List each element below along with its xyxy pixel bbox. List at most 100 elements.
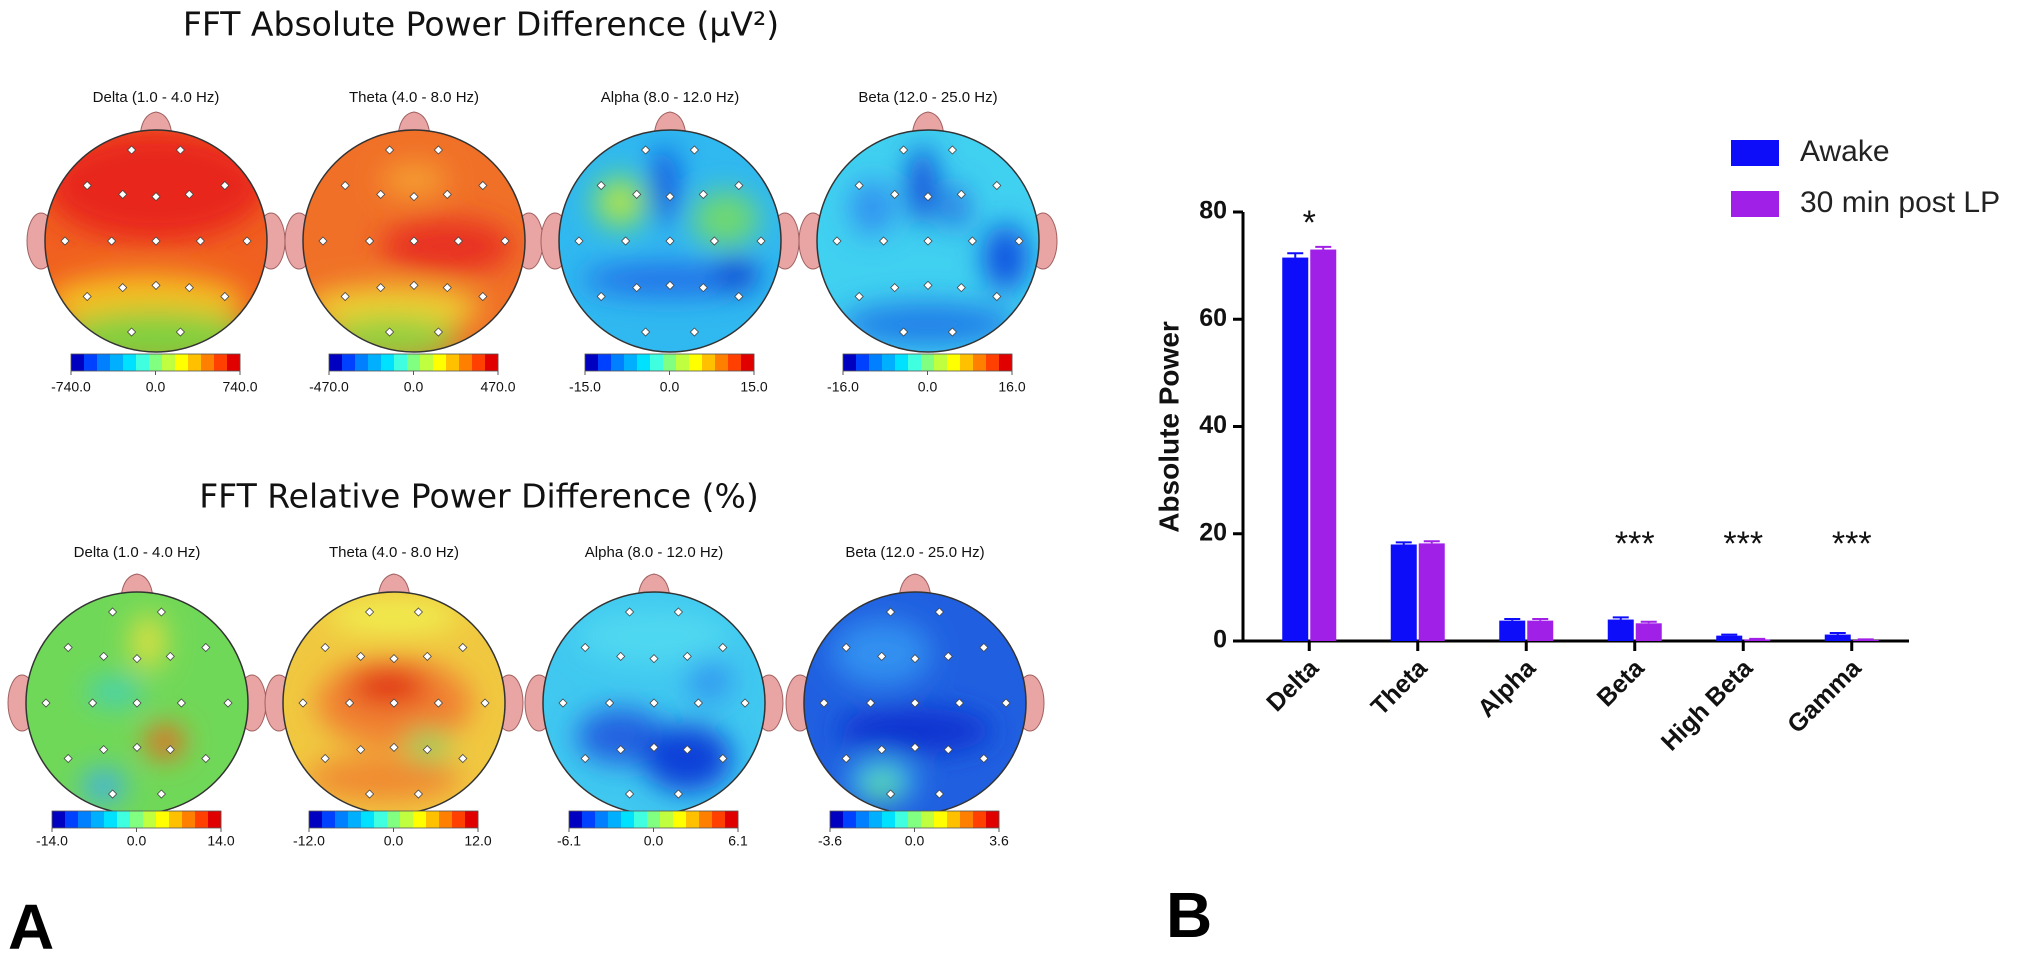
colorbar-step (420, 354, 434, 371)
colorbar-step (569, 811, 583, 828)
topo-blob (576, 708, 666, 765)
electrode (947, 145, 957, 155)
electrode (409, 192, 419, 202)
topo-blob (81, 769, 126, 803)
x-tick-label: Beta (1592, 653, 1651, 712)
colorbar-label: 0.0 (905, 833, 925, 849)
electrode (132, 742, 142, 752)
band-title: Alpha (8.0 - 12.0 Hz) (585, 544, 723, 561)
colorbar-label: 0.0 (660, 379, 680, 395)
electrode (992, 180, 1002, 191)
colorbar-step (329, 354, 343, 371)
electrode (127, 327, 137, 337)
electrode (910, 698, 920, 708)
colorbar-step (673, 811, 687, 828)
topo-blob (156, 735, 173, 749)
error-bar (1612, 616, 1629, 620)
topo-blob (642, 725, 732, 792)
topo-blob (56, 310, 256, 352)
y-axis-label: Absolute Power (1153, 321, 1184, 533)
electrode (689, 145, 699, 155)
colorbar-step (465, 811, 479, 828)
colorbar-step (452, 811, 466, 828)
colorbar-step (182, 811, 196, 828)
x-tick-label: Alpha (1472, 653, 1542, 723)
colorbar-step (960, 811, 974, 828)
colorbar-step (856, 811, 870, 828)
electrode (877, 651, 887, 661)
electrode (320, 753, 330, 764)
colorbar-step (895, 811, 909, 828)
electrode (923, 192, 933, 202)
electrode (819, 698, 829, 708)
electrode (127, 145, 137, 155)
electrode (886, 607, 896, 617)
electrode (340, 291, 350, 302)
section-title: FFT Absolute Power Difference (µV²) (183, 5, 779, 44)
colorbar-step (947, 354, 961, 371)
electrode (175, 327, 185, 337)
electrode (734, 180, 744, 191)
colorbar-step (686, 811, 700, 828)
colorbar-step (647, 811, 661, 828)
electrode (665, 236, 675, 246)
colorbar-step (882, 354, 896, 371)
colorbar-step (585, 354, 599, 371)
electrode (923, 236, 933, 246)
colorbar-step (663, 354, 677, 371)
bar (1824, 634, 1851, 641)
colorbar-step (973, 811, 987, 828)
colorbar-label: -740.0 (51, 379, 91, 395)
colorbar-step (725, 811, 739, 828)
colorbar-step (149, 354, 163, 371)
colorbar-step (227, 354, 241, 371)
colorbar-label: -15.0 (569, 379, 601, 395)
electrode (433, 327, 443, 337)
electrode (458, 753, 468, 764)
error-bar (1829, 631, 1846, 635)
electrode (409, 236, 419, 246)
y-tick-label: 80 (1199, 197, 1227, 225)
electrode (693, 698, 703, 708)
colorbar-step (387, 811, 401, 828)
electrode (665, 192, 675, 202)
colorbar-label: -6.1 (557, 833, 581, 849)
colorbar-label: 6.1 (728, 833, 748, 849)
topo-blob (87, 678, 143, 706)
electrode (879, 236, 889, 246)
electrode (41, 698, 51, 708)
electrode (151, 236, 161, 246)
topo-blob (983, 224, 1028, 291)
colorbar-label: 16.0 (998, 379, 1025, 395)
electrode (376, 283, 386, 293)
electrode (740, 698, 750, 708)
colorbar-step (169, 811, 183, 828)
colorbar-step (921, 354, 935, 371)
colorbar-step (621, 811, 635, 828)
electrode (910, 654, 920, 664)
colorbar-step (322, 811, 336, 828)
colorbar-step (634, 811, 648, 828)
electrode (943, 745, 953, 755)
electrode (151, 280, 161, 290)
electrode (689, 327, 699, 337)
error-bar (1504, 618, 1521, 621)
colorbar-step (368, 354, 382, 371)
colorbar-label: -3.6 (818, 833, 842, 849)
electrode (220, 180, 230, 191)
bar (1852, 639, 1879, 641)
colorbar-step (637, 354, 651, 371)
topo-blobs (581, 146, 759, 297)
topo-map (543, 592, 765, 814)
electrode (156, 607, 166, 617)
electrode (365, 236, 375, 246)
electrode (201, 642, 211, 653)
electrode (616, 745, 626, 755)
colorbar-label: 14.0 (207, 833, 234, 849)
colorbar-step (699, 811, 713, 828)
electrode (108, 607, 118, 617)
electrode (698, 189, 708, 199)
colorbar-step (582, 811, 596, 828)
x-tick-label: Delta (1261, 653, 1325, 717)
head-outline (558, 129, 782, 353)
